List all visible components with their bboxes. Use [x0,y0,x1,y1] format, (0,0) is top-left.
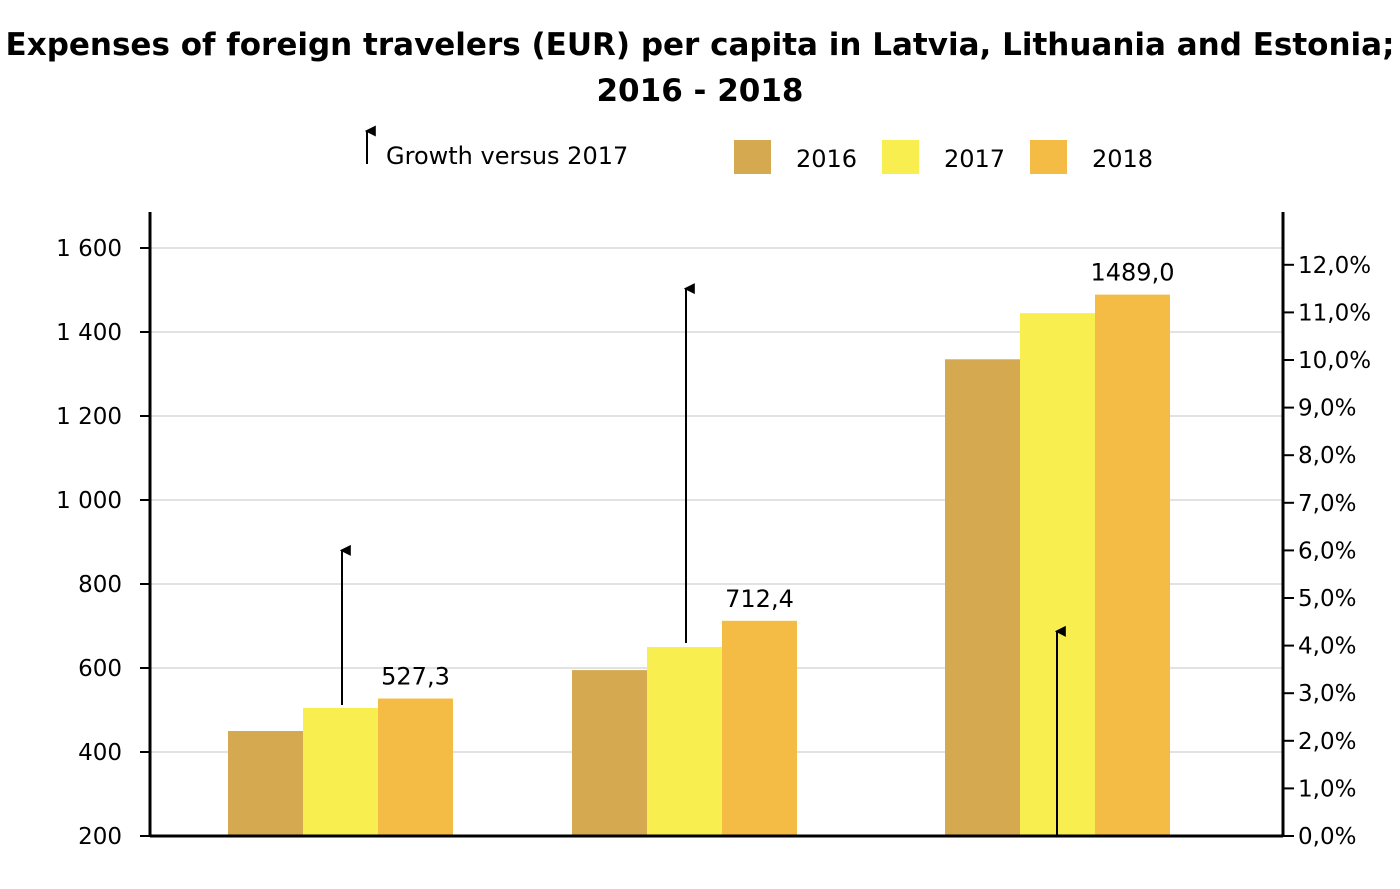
legend-label-2016: 2016 [796,145,857,173]
y2-tick-label: 1,0% [1298,776,1356,802]
bar-2016-1 [228,731,303,836]
bar-2018-3 [1095,294,1170,836]
bar-2018-1 [378,698,453,836]
bar-2017-1 [303,707,378,836]
bar-2018-2 [722,620,797,836]
legend-swatch-2017 [882,140,919,174]
chart-title: Expenses of foreign travelers (EUR) per … [5,27,1395,109]
y-axis-labels: 200 400 600 800 1 000 1 200 1 400 1 600 [56,236,122,850]
legend-label-2018: 2018 [1092,145,1153,173]
bars [228,294,1170,837]
y-tick-label: 200 [78,824,122,850]
bar-2016-3 [945,359,1020,836]
y-tick-label: 400 [78,740,122,766]
y-tick-label: 1 600 [56,236,122,262]
legend-swatch-2016 [734,140,771,174]
bar-2016-2 [572,670,647,836]
axes [140,212,1294,838]
data-labels: 527,3 712,4 1489,0 [381,259,1174,691]
y2-tick-label: 2,0% [1298,729,1356,755]
y2-tick-label: 12,0% [1298,253,1371,279]
y2-tick-label: 0,0% [1298,824,1356,850]
y2-tick-label: 11,0% [1298,300,1371,326]
y-tick-label: 1 400 [56,320,122,346]
y2-tick-label: 3,0% [1298,681,1356,707]
y-tick-label: 1 000 [56,488,122,514]
y2-axis-labels: 0,0% 1,0% 2,0% 3,0% 4,0% 5,0% 6,0% 7,0% 8,0% 9,0%… [1298,253,1371,850]
legend: Growth versus 2017 2016 2017 2018 [364,125,1153,174]
y2-tick-label: 4,0% [1298,634,1356,660]
bar-2017-2 [647,647,722,836]
data-label: 712,4 [725,585,794,613]
y2-tick-label: 9,0% [1298,396,1356,422]
y2-tick-label: 6,0% [1298,538,1356,564]
y-tick-label: 1 200 [56,404,122,430]
y2-tick-label: 5,0% [1298,586,1356,612]
y2-tick-label: 10,0% [1298,348,1371,374]
y2-tick-label: 8,0% [1298,443,1356,469]
growth-arrows [339,283,1066,836]
data-label: 1489,0 [1091,259,1175,287]
legend-swatch-2018 [1030,140,1067,174]
legend-growth-label: Growth versus 2017 [386,142,628,170]
y-tick-label: 800 [78,572,122,598]
legend-label-2017: 2017 [944,145,1005,173]
y-tick-label: 600 [78,656,122,682]
y2-tick-label: 7,0% [1298,491,1356,517]
data-label: 527,3 [381,663,450,691]
